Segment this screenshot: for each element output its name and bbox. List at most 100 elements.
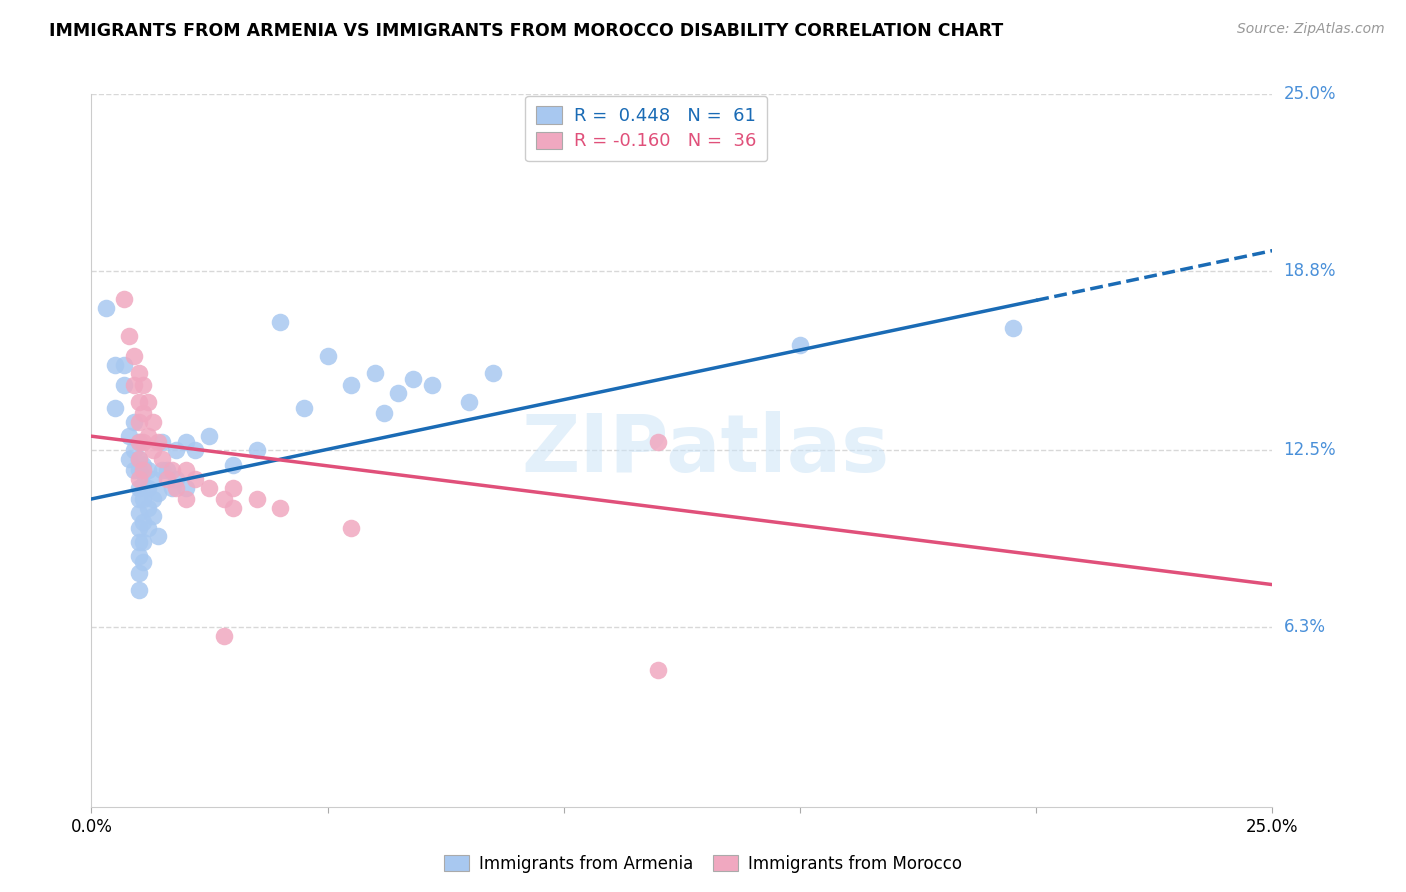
Point [128, 534, 150, 549]
Point [132, 377, 155, 392]
Point [122, 463, 145, 477]
Point [222, 481, 245, 495]
Point [174, 463, 197, 477]
Point [174, 434, 197, 449]
Point [132, 477, 155, 491]
Point [165, 443, 187, 458]
Point [136, 481, 159, 495]
Point [174, 481, 197, 495]
Point [122, 349, 145, 363]
Point [420, 377, 443, 392]
Point [132, 515, 155, 529]
Point [136, 429, 159, 443]
Point [128, 415, 150, 429]
Point [146, 486, 169, 500]
Point [128, 566, 150, 581]
Point [128, 583, 150, 598]
Point [222, 500, 245, 515]
Point [156, 463, 179, 477]
Point [128, 520, 150, 534]
Point [458, 395, 481, 409]
Point [128, 549, 150, 563]
Point [128, 463, 150, 477]
Point [142, 509, 165, 524]
Point [128, 395, 150, 409]
Point [128, 367, 150, 381]
Point [364, 367, 387, 381]
Text: 6.3%: 6.3% [1284, 618, 1326, 636]
Point [104, 358, 127, 372]
Text: 12.5%: 12.5% [1284, 442, 1336, 459]
Point [142, 472, 165, 486]
Point [174, 491, 197, 506]
Point [246, 491, 269, 506]
Text: ZIPatlas: ZIPatlas [522, 411, 890, 490]
Point [340, 520, 363, 534]
Point [128, 481, 150, 495]
Point [156, 472, 179, 486]
Point [789, 338, 811, 352]
Legend: R =  0.448   N =  61, R = -0.160   N =  36: R = 0.448 N = 61, R = -0.160 N = 36 [526, 95, 768, 161]
Point [160, 481, 183, 495]
Point [150, 452, 173, 467]
Point [160, 463, 183, 477]
Legend: Immigrants from Armenia, Immigrants from Morocco: Immigrants from Armenia, Immigrants from… [437, 848, 969, 880]
Point [165, 472, 187, 486]
Point [122, 415, 145, 429]
Point [269, 315, 291, 329]
Point [114, 377, 136, 392]
Point [128, 491, 150, 506]
Point [165, 481, 187, 495]
Point [132, 534, 155, 549]
Point [136, 395, 159, 409]
Point [104, 401, 127, 415]
Point [132, 463, 155, 477]
Point [142, 491, 165, 506]
Point [316, 349, 339, 363]
Point [132, 491, 155, 506]
Point [198, 429, 221, 443]
Point [146, 434, 169, 449]
Point [132, 458, 155, 472]
Point [150, 463, 173, 477]
Point [114, 358, 136, 372]
Point [118, 429, 141, 443]
Point [136, 500, 159, 515]
Point [222, 458, 245, 472]
Point [114, 292, 136, 306]
Point [142, 443, 165, 458]
Point [128, 434, 150, 449]
Point [198, 481, 221, 495]
Text: 25.0%: 25.0% [1284, 85, 1336, 103]
Point [150, 434, 173, 449]
Point [647, 434, 669, 449]
Point [118, 329, 141, 343]
Point [482, 367, 505, 381]
Point [128, 452, 150, 467]
Point [128, 434, 150, 449]
Point [212, 629, 235, 643]
Point [387, 386, 409, 401]
Point [212, 491, 235, 506]
Text: IMMIGRANTS FROM ARMENIA VS IMMIGRANTS FROM MOROCCO DISABILITY CORRELATION CHART: IMMIGRANTS FROM ARMENIA VS IMMIGRANTS FR… [49, 22, 1004, 40]
Text: 18.8%: 18.8% [1284, 261, 1336, 279]
Point [128, 472, 150, 486]
Point [94, 301, 117, 315]
Point [269, 500, 291, 515]
Point [136, 520, 159, 534]
Point [647, 663, 669, 677]
Point [184, 443, 207, 458]
Point [142, 415, 165, 429]
Point [1001, 320, 1024, 334]
Point [132, 555, 155, 569]
Point [128, 452, 150, 467]
Point [184, 472, 207, 486]
Point [340, 377, 363, 392]
Point [146, 529, 169, 543]
Point [132, 434, 155, 449]
Point [292, 401, 315, 415]
Point [122, 377, 145, 392]
Point [132, 406, 155, 420]
Point [136, 463, 159, 477]
Point [246, 443, 269, 458]
